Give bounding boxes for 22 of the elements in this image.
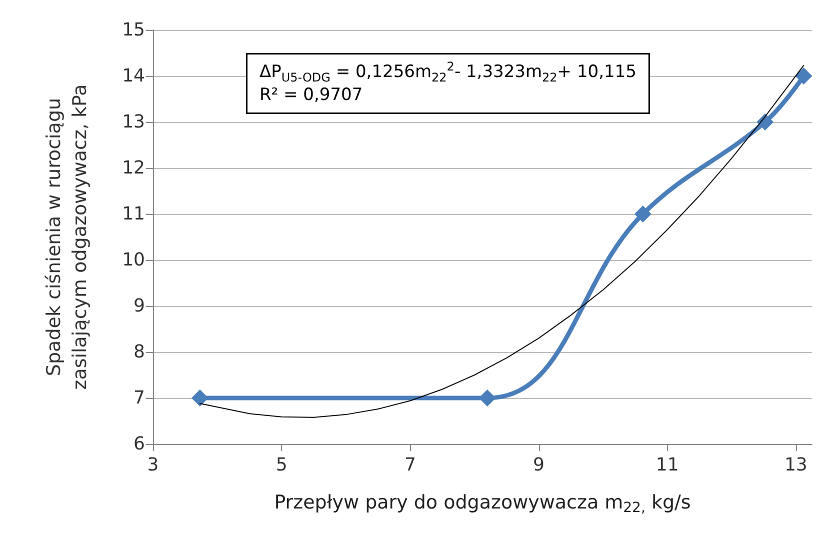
y-tick-label: 6 <box>134 434 145 454</box>
y-tick-label: 9 <box>134 296 145 316</box>
y-tick-label: 8 <box>134 342 145 362</box>
y-tick-label: 10 <box>122 250 145 270</box>
y-tick-label: 15 <box>122 20 145 40</box>
point <box>756 114 774 130</box>
x-tick-label: 9 <box>533 454 544 476</box>
y-tick-label: 7 <box>134 388 145 408</box>
x-tick-label: 13 <box>784 454 808 476</box>
x-tick-label: 11 <box>656 454 679 476</box>
point <box>478 390 496 406</box>
point <box>191 390 208 406</box>
y-tick-label: 13 <box>122 112 145 132</box>
x-tick-label: 5 <box>276 454 288 476</box>
point <box>634 206 652 222</box>
y-tick-label: 14 <box>122 66 145 86</box>
x-tick-label: 7 <box>404 454 416 476</box>
y-axis-title: Spadek ciśnienia w rurociągu zasilającym odgazowywacz, kPa <box>43 84 91 390</box>
y-tick-label: 11 <box>122 204 145 224</box>
point <box>795 68 812 84</box>
y-tick-label: 12 <box>122 158 145 178</box>
x-tick-label: 3 <box>147 454 159 476</box>
